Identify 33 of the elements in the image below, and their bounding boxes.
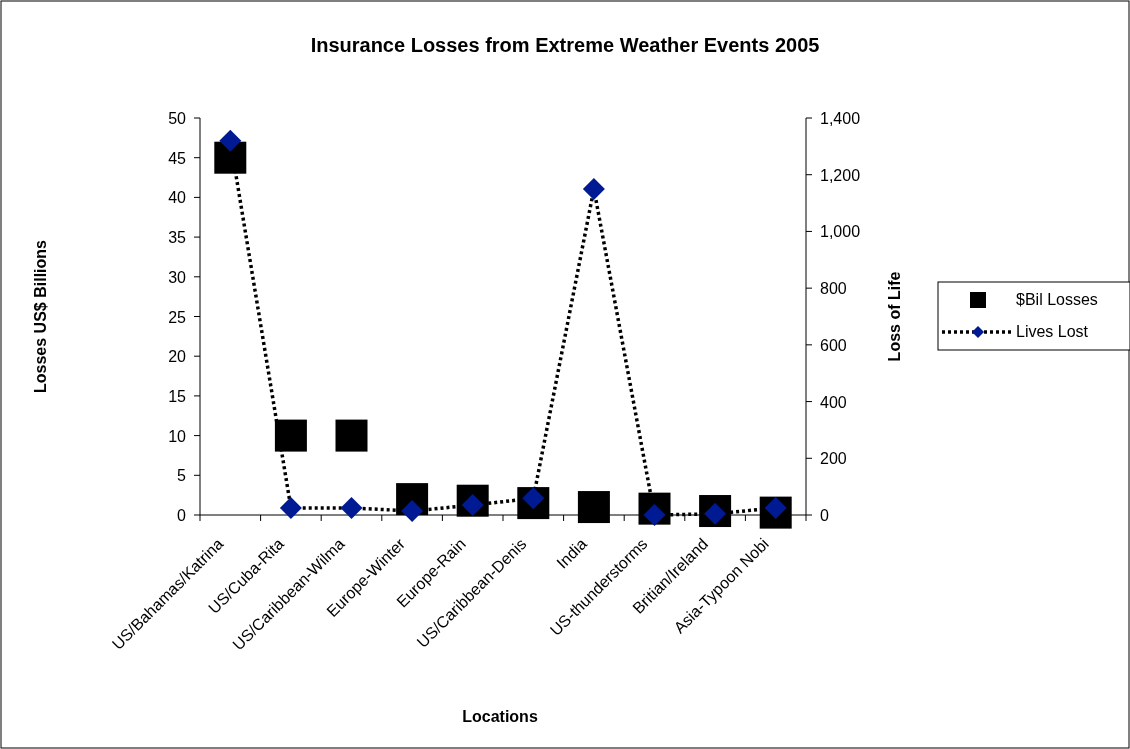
point [335, 419, 368, 452]
y-tick-label: 10 [168, 427, 187, 445]
y-tick-label: 20 [168, 348, 187, 366]
y-tick-label: 45 [168, 149, 187, 167]
y-tick-label: 40 [168, 189, 187, 207]
y2-tick-label: 400 [820, 393, 847, 411]
y2-tick-label: 600 [820, 336, 847, 354]
y2-tick-label: 200 [820, 450, 847, 468]
y-tick-label: 50 [168, 110, 187, 127]
y2-axis-title: Loss of Life [886, 271, 903, 362]
point [274, 419, 307, 452]
legend-label: $Bil Losses [1016, 291, 1098, 308]
point [582, 177, 605, 200]
y-axis-title: Losses US$ Billions [32, 239, 49, 393]
y2-tick-label: 1,400 [820, 110, 861, 127]
point [219, 129, 242, 152]
y2-tick-label: 1,000 [820, 223, 861, 241]
legend-label: Lives Lost [1016, 323, 1089, 340]
y-tick-label: 15 [168, 387, 187, 405]
y-tick-label: 30 [168, 268, 187, 286]
y-tick-label: 5 [177, 467, 187, 485]
y2-tick-label: 0 [820, 507, 829, 524]
point [577, 491, 610, 524]
y2-tick-label: 800 [820, 280, 847, 298]
point [279, 496, 302, 519]
x-axis-title: Locations [462, 708, 538, 725]
chart-title: Insurance Losses from Extreme Weather Events 2005 [310, 34, 820, 56]
point [340, 496, 363, 519]
y-tick-label: 25 [168, 308, 187, 326]
y-tick-label: 0 [177, 507, 187, 524]
point [401, 500, 424, 523]
y2-tick-label: 1,200 [820, 166, 861, 184]
y-tick-label: 35 [168, 229, 187, 247]
